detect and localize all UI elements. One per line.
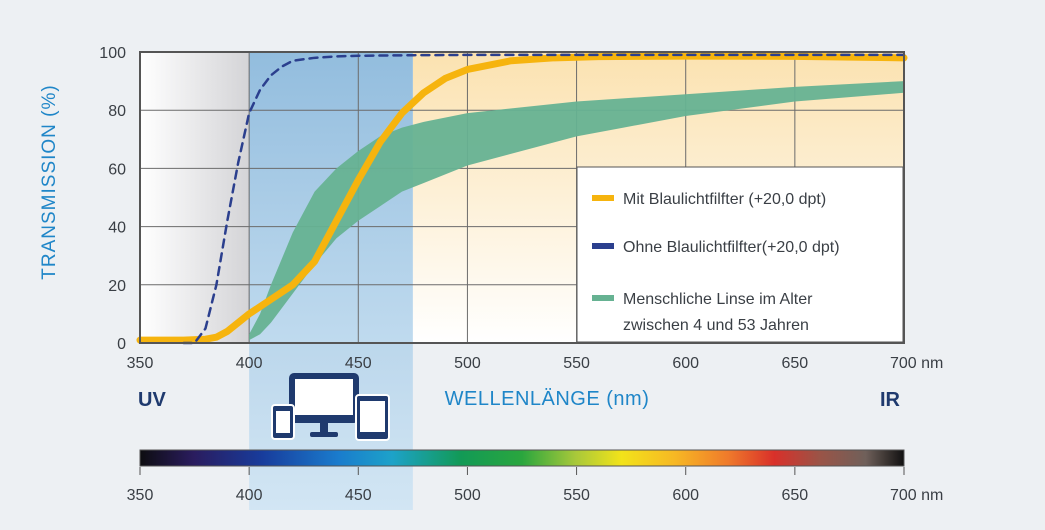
y-tick-label: 40: [108, 220, 126, 237]
y-tick-label: 80: [108, 103, 126, 120]
spectrum-tick-label: 700 nm: [890, 487, 943, 504]
series-layer: [136, 52, 908, 345]
color-spectrum-bar: [139, 449, 905, 467]
spectrum-tick-label: 350: [127, 487, 154, 504]
spectrum-tick-label: 600: [672, 487, 699, 504]
spectrum-tick-label: 550: [563, 487, 590, 504]
devices-icon: [271, 373, 390, 441]
spectrum-tick-marks: [139, 467, 905, 475]
spectrum-tick-label: 400: [236, 487, 263, 504]
series-line-ohne-blaulichtfilter: [182, 53, 906, 345]
spectrum-tick-label: 650: [782, 487, 809, 504]
y-tick-label: 0: [117, 336, 126, 353]
legend-label-menschliche-linse-line2: zwischen 4 und 53 Jahren: [623, 317, 809, 334]
y-axis-title: TRANSMISSION (%): [39, 84, 60, 279]
plot-frame: [139, 51, 905, 344]
x-tick-label: 700 nm: [890, 355, 943, 372]
uv-region: [140, 52, 250, 343]
legend-label-mit-blaulichtfilter: Mit Blaulichtfilfter (+20,0 dpt): [623, 191, 826, 208]
x-tick-label: 500: [454, 355, 481, 372]
x-axis-title: WELLENLÄNGE (nm): [445, 388, 650, 410]
legend: Mit Blaulichtfilfter (+20,0 dpt) Ohne Bl…: [576, 166, 904, 343]
x-tick-label: 600: [672, 355, 699, 372]
x-tick-label: 650: [782, 355, 809, 372]
legend-label-ohne-blaulichtfilter: Ohne Blaulichtfilfter(+20,0 dpt): [623, 239, 840, 256]
x-tick-label: 550: [563, 355, 590, 372]
series-line-mit-blaulichtfilter: [136, 52, 908, 344]
uv-label: UV: [138, 389, 166, 411]
series-band-menschliche-linse: [249, 81, 905, 341]
spectrum-tick-labels: 350 400 450 500 550 600 650 700 nm: [127, 487, 944, 504]
ir-label: IR: [880, 389, 901, 411]
x-tick-label: 350: [127, 355, 154, 372]
y-tick-label: 20: [108, 278, 126, 295]
y-tick-label: 60: [108, 161, 126, 178]
legend-box: [576, 166, 904, 343]
legend-label-menschliche-linse-line1: Menschliche Linse im Alter: [623, 291, 813, 308]
x-tick-label: 400: [236, 355, 263, 372]
spectrum-tick-label: 500: [454, 487, 481, 504]
y-axis-tick-labels: 0 20 40 60 80 100: [99, 45, 126, 353]
spectrum-tick-label: 450: [345, 487, 372, 504]
x-axis-tick-labels: 350 400 450 500 550 600 650 700 nm: [127, 355, 944, 372]
y-tick-label: 100: [99, 45, 126, 62]
x-tick-label: 450: [345, 355, 372, 372]
